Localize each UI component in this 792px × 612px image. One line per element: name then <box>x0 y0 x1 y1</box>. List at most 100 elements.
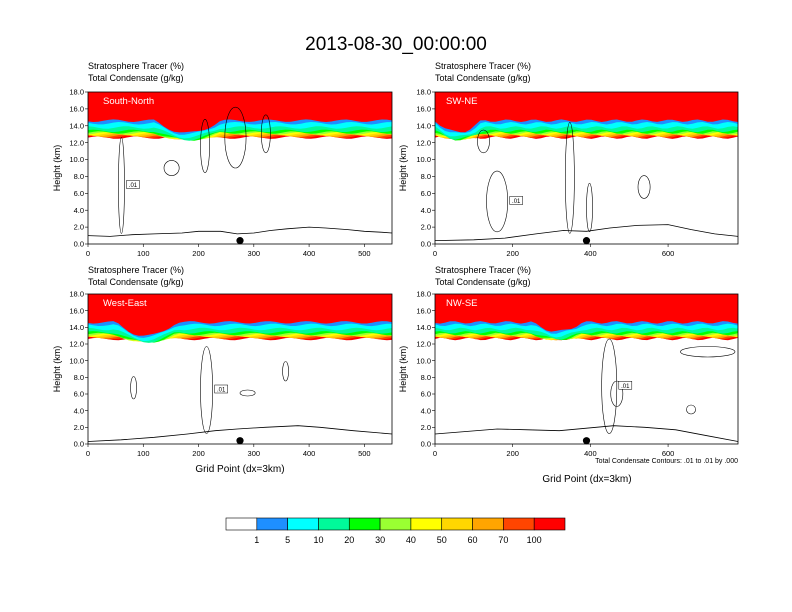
colorbar-swatch <box>348 517 381 531</box>
y-tick-label: 14.0 <box>69 121 84 130</box>
x-tick-label: 400 <box>584 449 597 458</box>
colorbar-label: 1 <box>254 535 259 545</box>
contour-label: .01 <box>217 388 226 394</box>
x-tick-label: 300 <box>248 449 261 458</box>
y-tick-label: 10.0 <box>69 356 84 365</box>
panel-title-line2: Total Condensate (g/kg) <box>435 73 531 83</box>
colorbar-label: 50 <box>437 535 447 545</box>
condensate-contour <box>564 122 575 234</box>
condensate-contour <box>130 376 137 400</box>
panel-title-line1: Stratosphere Tracer (%) <box>435 265 531 275</box>
contour-label: .01 <box>512 199 521 205</box>
x-tick-label: 200 <box>506 249 519 258</box>
colorbar-swatch <box>533 517 566 531</box>
y-tick-label: 0.0 <box>421 440 431 449</box>
x-tick-label: 400 <box>303 249 316 258</box>
condensate-contour <box>239 389 256 397</box>
condensate-contour <box>486 170 509 233</box>
y-tick-label: 8.0 <box>74 172 84 181</box>
panel-label-south-north: South-North <box>103 96 154 107</box>
terrain-line <box>434 425 739 442</box>
location-marker <box>236 437 244 445</box>
y-tick-label: 8.0 <box>74 373 84 382</box>
y-tick-label: 14.0 <box>69 323 84 332</box>
tracer-band-10 <box>88 92 392 133</box>
y-tick-label: 16.0 <box>416 306 431 315</box>
colorbar-label: 100 <box>527 535 542 545</box>
x-tick-label: 0 <box>433 449 437 458</box>
x-tick-label: 600 <box>662 449 675 458</box>
x-axis-label: Grid Point (dx=3km) <box>542 474 631 485</box>
x-tick-label: 100 <box>137 249 150 258</box>
tracer-band-10 <box>435 294 738 332</box>
y-tick-label: 4.0 <box>421 406 431 415</box>
x-tick-label: 500 <box>358 249 371 258</box>
terrain-line <box>87 425 393 442</box>
x-tick-label: 100 <box>137 449 150 458</box>
y-tick-label: 16.0 <box>69 306 84 315</box>
x-tick-label: 500 <box>358 449 371 458</box>
contour-label: .01 <box>129 183 138 189</box>
y-tick-label: 12.0 <box>416 340 431 349</box>
y-tick-label: 18.0 <box>416 88 431 97</box>
y-tick-label: 16.0 <box>416 104 431 113</box>
condensate-contour <box>477 129 490 154</box>
y-tick-label: 12.0 <box>416 138 431 147</box>
colorbar-swatch <box>410 517 443 531</box>
panel-title-line1: Stratosphere Tracer (%) <box>88 61 184 71</box>
x-axis-label: Grid Point (dx=3km) <box>195 464 284 475</box>
y-tick-label: 0.0 <box>421 240 431 249</box>
colorbar-label: 70 <box>498 535 508 545</box>
y-axis-label: Height (km) <box>398 346 408 393</box>
plot-frame <box>434 293 739 445</box>
panel-title-line1: Stratosphere Tracer (%) <box>435 61 531 71</box>
colorbar-label: 30 <box>375 535 385 545</box>
tracer-band-10 <box>435 92 738 133</box>
y-tick-label: 2.0 <box>74 423 84 432</box>
panel-south-north: Stratosphere Tracer (%) Total Condensate… <box>52 61 393 258</box>
colorbar-label: 40 <box>406 535 416 545</box>
y-tick-label: 16.0 <box>69 104 84 113</box>
y-tick-label: 12.0 <box>69 340 84 349</box>
y-tick-label: 4.0 <box>74 406 84 415</box>
y-tick-label: 2.0 <box>74 223 84 232</box>
panel-title-line1: Stratosphere Tracer (%) <box>88 265 184 275</box>
location-marker <box>582 437 591 445</box>
location-marker <box>236 237 244 245</box>
contour-label-box <box>126 180 140 189</box>
colorbar-label: 10 <box>313 535 323 545</box>
x-tick-label: 200 <box>192 249 205 258</box>
y-tick-label: 8.0 <box>421 172 431 181</box>
y-axis-label: Height (km) <box>398 145 408 192</box>
location-marker <box>582 237 591 245</box>
panel-title-line2: Total Condensate (g/kg) <box>88 277 184 287</box>
contour-label-box <box>618 381 633 390</box>
y-tick-label: 18.0 <box>69 290 84 299</box>
condensate-contour <box>118 137 125 234</box>
y-tick-label: 10.0 <box>416 356 431 365</box>
condensate-contour <box>586 182 593 233</box>
colorbar-swatch <box>441 517 473 531</box>
condensate-contour <box>282 361 289 382</box>
condensate-contour <box>680 346 736 358</box>
panel-title-line2: Total Condensate (g/kg) <box>88 73 184 83</box>
colorbar-swatch <box>256 517 288 531</box>
condensate-contour <box>686 404 696 415</box>
condensate-contour <box>200 119 210 173</box>
x-tick-label: 400 <box>303 449 316 458</box>
colorbar: 1 5 10 20 30 40 50 60 70 100 <box>225 517 566 545</box>
colorbar-label: 20 <box>344 535 354 545</box>
x-tick-label: 200 <box>192 449 205 458</box>
x-tick-label: 0 <box>86 449 90 458</box>
plot-frame <box>87 91 393 245</box>
condensate-contour <box>200 346 213 434</box>
x-tick-label: 600 <box>662 249 675 258</box>
colorbar-label: 5 <box>285 535 290 545</box>
contour-label-box <box>509 196 523 205</box>
panel-label-west-east: West-East <box>103 298 147 309</box>
y-tick-label: 2.0 <box>421 423 431 432</box>
y-tick-label: 10.0 <box>416 155 431 164</box>
y-tick-label: 18.0 <box>69 88 84 97</box>
y-axis-label: Height (km) <box>52 346 62 393</box>
